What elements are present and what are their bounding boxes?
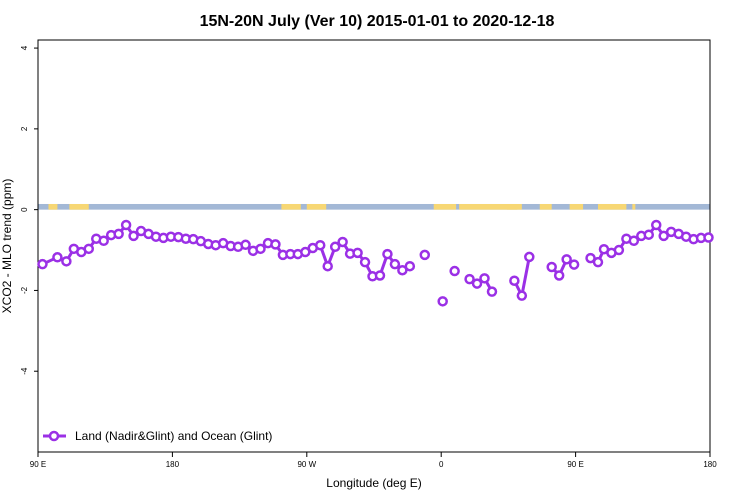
- chart-title: 15N-20N July (Ver 10) 2015-01-01 to 2020…: [200, 13, 555, 30]
- data-point: [397, 264, 408, 276]
- data-series: [37, 219, 714, 307]
- x-tick-label: 90 W: [297, 460, 316, 469]
- y-tick-label: -2: [20, 286, 29, 294]
- data-point: [337, 236, 348, 248]
- data-point: [322, 260, 333, 272]
- data-point: [449, 265, 460, 277]
- data-point: [98, 235, 109, 246]
- data-point: [52, 252, 63, 263]
- data-point: [61, 256, 72, 267]
- x-tick-label: 180: [703, 460, 717, 469]
- data-point: [314, 239, 326, 251]
- land-patch: [569, 203, 584, 210]
- data-point: [464, 273, 475, 285]
- land-patch: [306, 203, 327, 210]
- data-point: [486, 286, 498, 297]
- data-point: [389, 258, 401, 270]
- data-point: [374, 270, 386, 281]
- y-tick-label: 4: [20, 45, 29, 50]
- data-point: [628, 235, 640, 246]
- data-point: [270, 239, 281, 250]
- land-patch: [48, 203, 58, 210]
- data-point: [509, 275, 520, 286]
- data-point: [592, 256, 604, 268]
- data-point: [37, 258, 48, 270]
- data-point: [83, 243, 95, 255]
- data-point: [643, 229, 655, 240]
- data-point: [437, 296, 448, 307]
- data-point: [329, 241, 341, 253]
- land-ocean-band: [38, 203, 710, 210]
- land-patch: [459, 203, 518, 210]
- x-tick-label: 180: [166, 460, 180, 469]
- data-point: [650, 219, 662, 231]
- x-axis-label: Longitude (deg E): [326, 476, 421, 490]
- data-point: [516, 290, 528, 301]
- y-tick-label: -4: [20, 367, 29, 375]
- data-point: [382, 248, 393, 260]
- data-point: [113, 228, 124, 240]
- data-point: [300, 246, 311, 258]
- data-point: [255, 243, 266, 255]
- data-point: [471, 278, 483, 289]
- land-patch: [598, 203, 627, 210]
- data-point: [613, 244, 625, 256]
- data-point: [524, 251, 535, 263]
- x-tick-label: 0: [439, 460, 444, 469]
- y-axis: 4 2 0 -2 -4: [20, 45, 39, 375]
- data-point: [479, 273, 490, 284]
- data-point: [352, 247, 363, 259]
- data-point: [546, 261, 557, 273]
- data-point: [120, 219, 132, 231]
- land-patch: [69, 203, 89, 210]
- data-point: [128, 230, 139, 242]
- land-patch: [281, 203, 301, 210]
- data-point: [568, 259, 580, 270]
- land-patch: [506, 203, 522, 210]
- x-tick-label: 90 E: [567, 460, 583, 469]
- legend-marker-swatch: [48, 430, 60, 442]
- ocean-band: [38, 203, 710, 210]
- y-tick-label: 0: [20, 207, 29, 212]
- x-axis: 90 E 180 90 W 0 90 E 180: [30, 452, 717, 469]
- x-tick-label: 90 E: [30, 460, 46, 469]
- legend: Land (Nadir&Glint) and Ocean (Glint): [43, 429, 272, 443]
- data-point: [419, 249, 431, 261]
- data-point: [703, 232, 714, 243]
- land-patch: [632, 203, 636, 210]
- data-point: [658, 230, 669, 242]
- y-tick-label: 2: [20, 126, 29, 131]
- data-point: [359, 256, 371, 268]
- land-patch: [433, 203, 457, 210]
- y-axis-label: XCO2 - MLO trend (ppm): [0, 179, 14, 314]
- data-point: [585, 252, 596, 264]
- legend-label: Land (Nadir&Glint) and Ocean (Glint): [75, 429, 272, 443]
- plot-area-frame: [37, 39, 711, 453]
- data-point: [561, 254, 572, 265]
- data-point: [240, 239, 251, 251]
- land-patch: [539, 203, 552, 210]
- data-point: [553, 270, 565, 281]
- data-point: [404, 260, 416, 272]
